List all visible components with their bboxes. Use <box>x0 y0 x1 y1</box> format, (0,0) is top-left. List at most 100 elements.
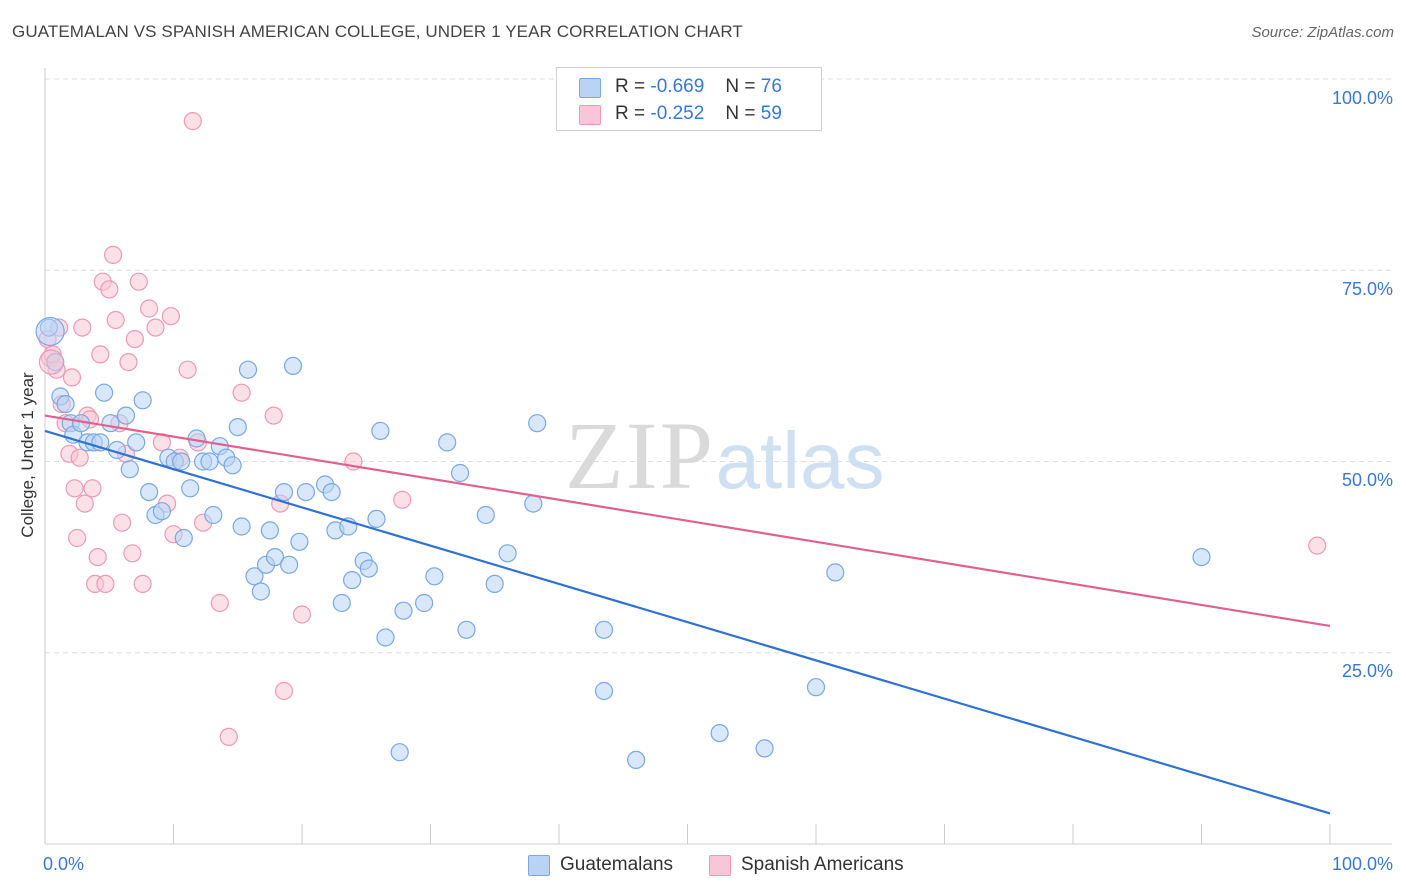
y-tick-label: 75.0% <box>1342 279 1393 299</box>
point-spanish-americans <box>65 479 84 498</box>
point-spanish-americans <box>264 406 283 425</box>
legend-label-spanish-americans: Spanish Americans <box>741 854 904 875</box>
legend-swatch-pink <box>579 105 601 125</box>
series-legend: Guatemalans Spanish Americans <box>0 852 1406 878</box>
legend-r-label: R = <box>615 103 646 124</box>
point-guatemalans <box>94 383 114 402</box>
point-guatemalans <box>343 570 362 590</box>
legend-label-guatemalans: Guatemalans <box>560 854 674 875</box>
point-spanish-americans <box>183 111 202 131</box>
point-spanish-americans <box>140 299 159 318</box>
point-guatemalans <box>485 574 504 594</box>
point-spanish-americans <box>178 360 197 379</box>
point-guatemalans <box>594 681 614 701</box>
point-guatemalans <box>56 395 75 414</box>
point-spanish-americans <box>103 245 123 264</box>
watermark-zip: ZIP <box>565 402 715 509</box>
point-guatemalans <box>251 582 270 601</box>
point-guatemalans <box>238 360 258 379</box>
point-guatemalans <box>116 406 136 425</box>
point-spanish-americans <box>38 349 65 375</box>
point-spanish-americans <box>161 307 180 326</box>
x-tick-label: 0.0% <box>43 854 84 874</box>
point-guatemalans <box>140 483 159 502</box>
point-guatemalans <box>283 356 303 375</box>
point-guatemalans <box>806 678 826 697</box>
point-guatemalans <box>101 414 120 433</box>
legend-swatch-pink <box>709 855 731 876</box>
point-guatemalans <box>35 316 65 347</box>
point-guatemalans <box>245 567 264 586</box>
point-guatemalans <box>451 463 470 483</box>
point-guatemalans <box>172 452 191 471</box>
point-spanish-americans <box>129 272 148 291</box>
point-spanish-americans <box>210 593 229 613</box>
legend-swatch-blue <box>528 855 550 876</box>
point-guatemalans <box>296 483 315 502</box>
point-guatemalans <box>152 502 171 521</box>
point-guatemalans <box>181 479 200 498</box>
point-guatemalans <box>476 505 495 525</box>
legend-n-value: 59 <box>760 103 782 124</box>
trend-lines <box>44 414 1331 815</box>
legend-swatch-blue <box>579 78 601 98</box>
point-spanish-americans <box>73 318 92 337</box>
point-spanish-americans <box>125 330 144 349</box>
point-guatemalans <box>524 494 543 513</box>
point-guatemalans <box>376 628 395 647</box>
point-spanish-americans <box>1308 536 1327 555</box>
point-guatemalans <box>528 414 547 433</box>
point-spanish-americans <box>67 528 87 548</box>
point-guatemalans <box>371 421 390 440</box>
point-spanish-americans <box>112 513 132 532</box>
axes <box>44 68 1392 845</box>
point-guatemalans <box>274 483 294 502</box>
legend-n-label: N = <box>725 103 756 124</box>
point-spanish-americans <box>62 368 82 387</box>
point-spanish-americans <box>292 605 312 624</box>
point-spanish-americans <box>119 353 138 372</box>
stats-legend: R = -0.669 N = 76 R = -0.252 N = 59 <box>556 67 822 131</box>
legend-r-value: -0.669 <box>650 76 705 97</box>
point-spanish-americans <box>232 383 251 402</box>
point-guatemalans <box>127 433 146 452</box>
point-guatemalans <box>359 559 378 578</box>
point-spanish-americans <box>75 494 94 513</box>
point-guatemalans <box>232 517 251 536</box>
point-guatemalans <box>826 563 845 582</box>
point-guatemalans <box>174 528 193 548</box>
point-spanish-americans <box>123 544 142 563</box>
point-guatemalans <box>322 483 341 502</box>
point-guatemalans <box>204 505 223 525</box>
trend-line-guatemalans <box>44 429 1331 815</box>
x-tick-label: 100.0% <box>1332 854 1393 874</box>
point-guatemalans <box>594 620 614 639</box>
point-spanish-americans <box>146 318 165 337</box>
point-guatemalans <box>710 723 729 743</box>
point-spanish-americans <box>274 681 294 701</box>
point-guatemalans <box>290 532 309 551</box>
point-spanish-americans <box>83 479 102 498</box>
legend-n-label: N = <box>725 76 756 97</box>
y-tick-label: 50.0% <box>1342 470 1393 490</box>
scatter-points <box>35 111 1327 770</box>
point-spanish-americans <box>96 574 115 594</box>
point-guatemalans <box>438 433 457 452</box>
point-guatemalans <box>120 460 139 479</box>
point-guatemalans <box>228 418 247 437</box>
point-guatemalans <box>394 601 413 620</box>
point-guatemalans <box>415 593 434 613</box>
point-guatemalans <box>280 555 299 574</box>
point-spanish-americans <box>91 345 110 364</box>
point-spanish-americans <box>70 448 89 467</box>
point-guatemalans <box>626 750 646 770</box>
tick-labels: 25.0% 50.0% 75.0% 100.0% 0.0% 100.0% <box>43 88 1393 874</box>
point-guatemalans <box>200 452 219 471</box>
y-tick-label: 25.0% <box>1342 661 1393 681</box>
legend-r-value: -0.252 <box>650 103 705 124</box>
legend-r-label: R = <box>615 76 646 97</box>
point-guatemalans <box>498 544 517 563</box>
y-axis-title: College, Under 1 year <box>18 372 37 538</box>
point-spanish-americans <box>133 574 152 594</box>
